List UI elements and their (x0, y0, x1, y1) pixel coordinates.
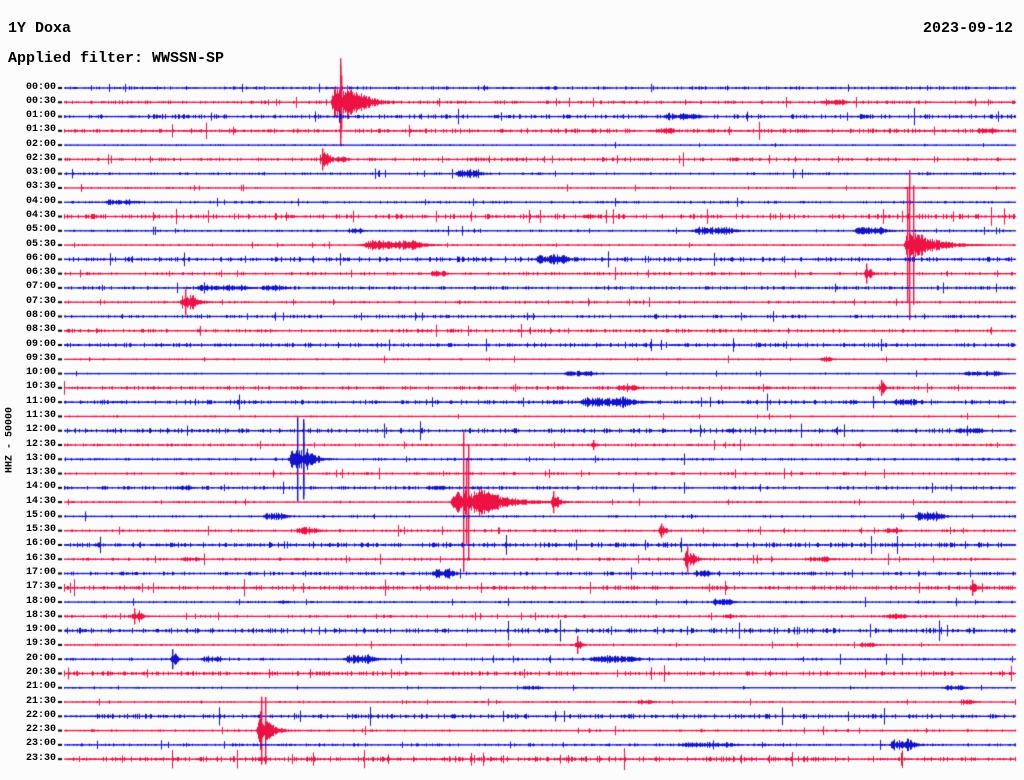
time-label-2330: 23:30 (25, 752, 56, 764)
filter-label: Applied filter: WWSSN-SP (8, 50, 225, 67)
time-label-0730: 07:30 (25, 295, 56, 307)
time-label-1230: 12:30 (25, 438, 56, 450)
time-label-0130: 01:30 (25, 124, 56, 136)
time-label-1700: 17:00 (25, 567, 56, 579)
time-label-0430: 04:30 (25, 210, 56, 222)
time-label-1030: 10:30 (25, 381, 56, 393)
time-label-1630: 16:30 (25, 552, 56, 564)
time-label-1200: 12:00 (25, 424, 56, 436)
time-label-1830: 18:30 (25, 609, 56, 621)
time-label-0030: 00:30 (25, 95, 56, 107)
time-label-0630: 06:30 (25, 267, 56, 279)
header-row: 1Y Doxa 2023-09-12 (8, 20, 1013, 37)
time-label-1800: 18:00 (25, 595, 56, 607)
time-label-0830: 08:30 (25, 324, 56, 336)
time-label-2230: 22:30 (25, 724, 56, 736)
time-label-1400: 14:00 (25, 481, 56, 493)
time-label-1530: 15:30 (25, 524, 56, 536)
time-label-1500: 15:00 (25, 509, 56, 521)
time-label-0300: 03:00 (25, 167, 56, 179)
time-label-1600: 16:00 (25, 538, 56, 550)
time-label-0600: 06:00 (25, 252, 56, 264)
time-label-1000: 10:00 (25, 367, 56, 379)
time-label-0900: 09:00 (25, 338, 56, 350)
time-label-2200: 22:00 (25, 709, 56, 721)
time-label-1900: 19:00 (25, 624, 56, 636)
time-label-2100: 21:00 (25, 681, 56, 693)
time-label-1300: 13:00 (25, 452, 56, 464)
time-label-0930: 09:30 (25, 352, 56, 364)
time-label-1130: 11:30 (25, 409, 56, 421)
time-label-1930: 19:30 (25, 638, 56, 650)
time-label-0330: 03:30 (25, 181, 56, 193)
time-label-2300: 23:00 (25, 738, 56, 750)
time-label-0100: 01:00 (25, 110, 56, 122)
time-label-0800: 08:00 (25, 309, 56, 321)
time-label-2000: 20:00 (25, 652, 56, 664)
time-label-1100: 11:00 (25, 395, 56, 407)
time-label-1330: 13:30 (25, 467, 56, 479)
station-title: 1Y Doxa (8, 20, 72, 37)
time-label-0530: 05:30 (25, 238, 56, 250)
time-label-0400: 04:00 (25, 195, 56, 207)
date-label: 2023-09-12 (922, 20, 1013, 37)
time-label-0700: 07:00 (25, 281, 56, 293)
time-label-0000: 00:00 (25, 81, 56, 93)
time-label-2130: 21:30 (25, 695, 56, 707)
time-label-0200: 02:00 (25, 138, 56, 150)
time-label-0500: 05:00 (25, 224, 56, 236)
time-label-2030: 20:30 (25, 666, 56, 678)
time-label-1730: 17:30 (25, 581, 56, 593)
time-label-0230: 02:30 (25, 152, 56, 164)
time-label-1430: 14:30 (25, 495, 56, 507)
